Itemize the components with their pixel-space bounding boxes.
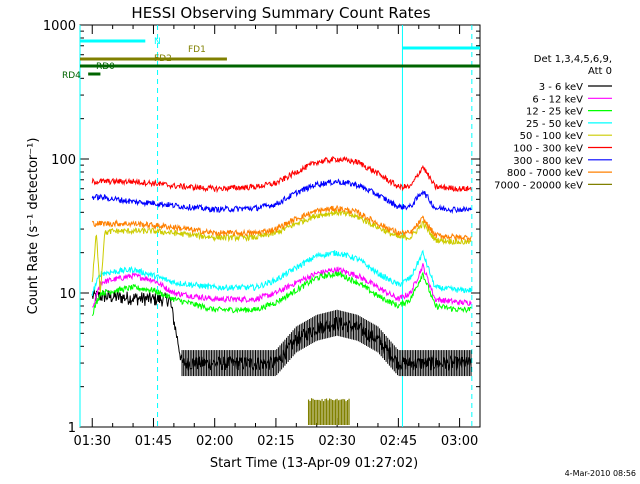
series-0 bbox=[91, 289, 472, 377]
chart-title: HESSI Observing Summary Count Rates bbox=[131, 4, 430, 22]
series-6 bbox=[91, 178, 472, 215]
series-1 bbox=[92, 263, 472, 308]
legend-entry: 7000 - 20000 keV bbox=[494, 180, 583, 191]
series-2 bbox=[91, 270, 472, 317]
flag-label: RD0 bbox=[96, 62, 115, 72]
y-tick-label: 10 bbox=[59, 287, 76, 302]
legend-header: Att 0 bbox=[588, 66, 612, 77]
series-3 bbox=[91, 249, 472, 296]
x-tick-label: 01:30 bbox=[74, 434, 111, 449]
legend-header: Det 1,3,4,5,6,9, bbox=[534, 54, 612, 65]
x-tick-label: 01:45 bbox=[135, 434, 172, 449]
x-tick-label: 02:15 bbox=[257, 434, 294, 449]
legend-entry: 50 - 100 keV bbox=[520, 131, 584, 142]
legend-entry: 6 - 12 keV bbox=[532, 94, 583, 105]
y-tick-label: 100 bbox=[51, 153, 76, 168]
flag-label: N bbox=[154, 37, 161, 47]
series-line bbox=[91, 155, 472, 194]
x-tick-label: 02:30 bbox=[318, 434, 355, 449]
y-axis-label: Count Rate (s⁻¹ detector⁻¹) bbox=[26, 138, 41, 315]
x-tick-label: 03:00 bbox=[441, 434, 478, 449]
x-axis-label: Start Time (13-Apr-09 01:27:02) bbox=[210, 456, 418, 471]
plot-area: 1 10 100 1000 01:30 01:45 02:00 02:15 02:30 02:45… bbox=[43, 19, 481, 449]
legend-entry: 25 - 50 keV bbox=[526, 119, 583, 130]
series-line bbox=[92, 263, 472, 308]
x-tick-label: 02:00 bbox=[196, 434, 233, 449]
series-line bbox=[91, 249, 472, 296]
flag-label: FD2 bbox=[154, 54, 172, 64]
footer-timestamp: 4-Mar-2010 08:56 bbox=[565, 469, 636, 478]
x-tick-label: 02:45 bbox=[380, 434, 417, 449]
series-line bbox=[91, 178, 472, 215]
legend-entry: 300 - 800 keV bbox=[513, 156, 583, 167]
legend-entry: 3 - 6 keV bbox=[539, 82, 583, 93]
series-4 bbox=[91, 209, 472, 293]
legend-entry: 12 - 25 keV bbox=[526, 107, 583, 118]
flag-label: RD4 bbox=[62, 71, 81, 81]
series-5 bbox=[91, 155, 472, 194]
series-8 bbox=[307, 398, 350, 425]
y-tick-label: 1 bbox=[68, 421, 76, 436]
legend-entry: 800 - 7000 keV bbox=[507, 168, 583, 179]
series-7 bbox=[91, 204, 472, 243]
flag-label: FD1 bbox=[188, 45, 206, 55]
legend-entry: 100 - 300 keV bbox=[513, 144, 583, 155]
series-line bbox=[91, 204, 472, 243]
series-line bbox=[91, 209, 472, 293]
y-tick-label: 1000 bbox=[43, 19, 76, 34]
series-line bbox=[91, 270, 472, 317]
